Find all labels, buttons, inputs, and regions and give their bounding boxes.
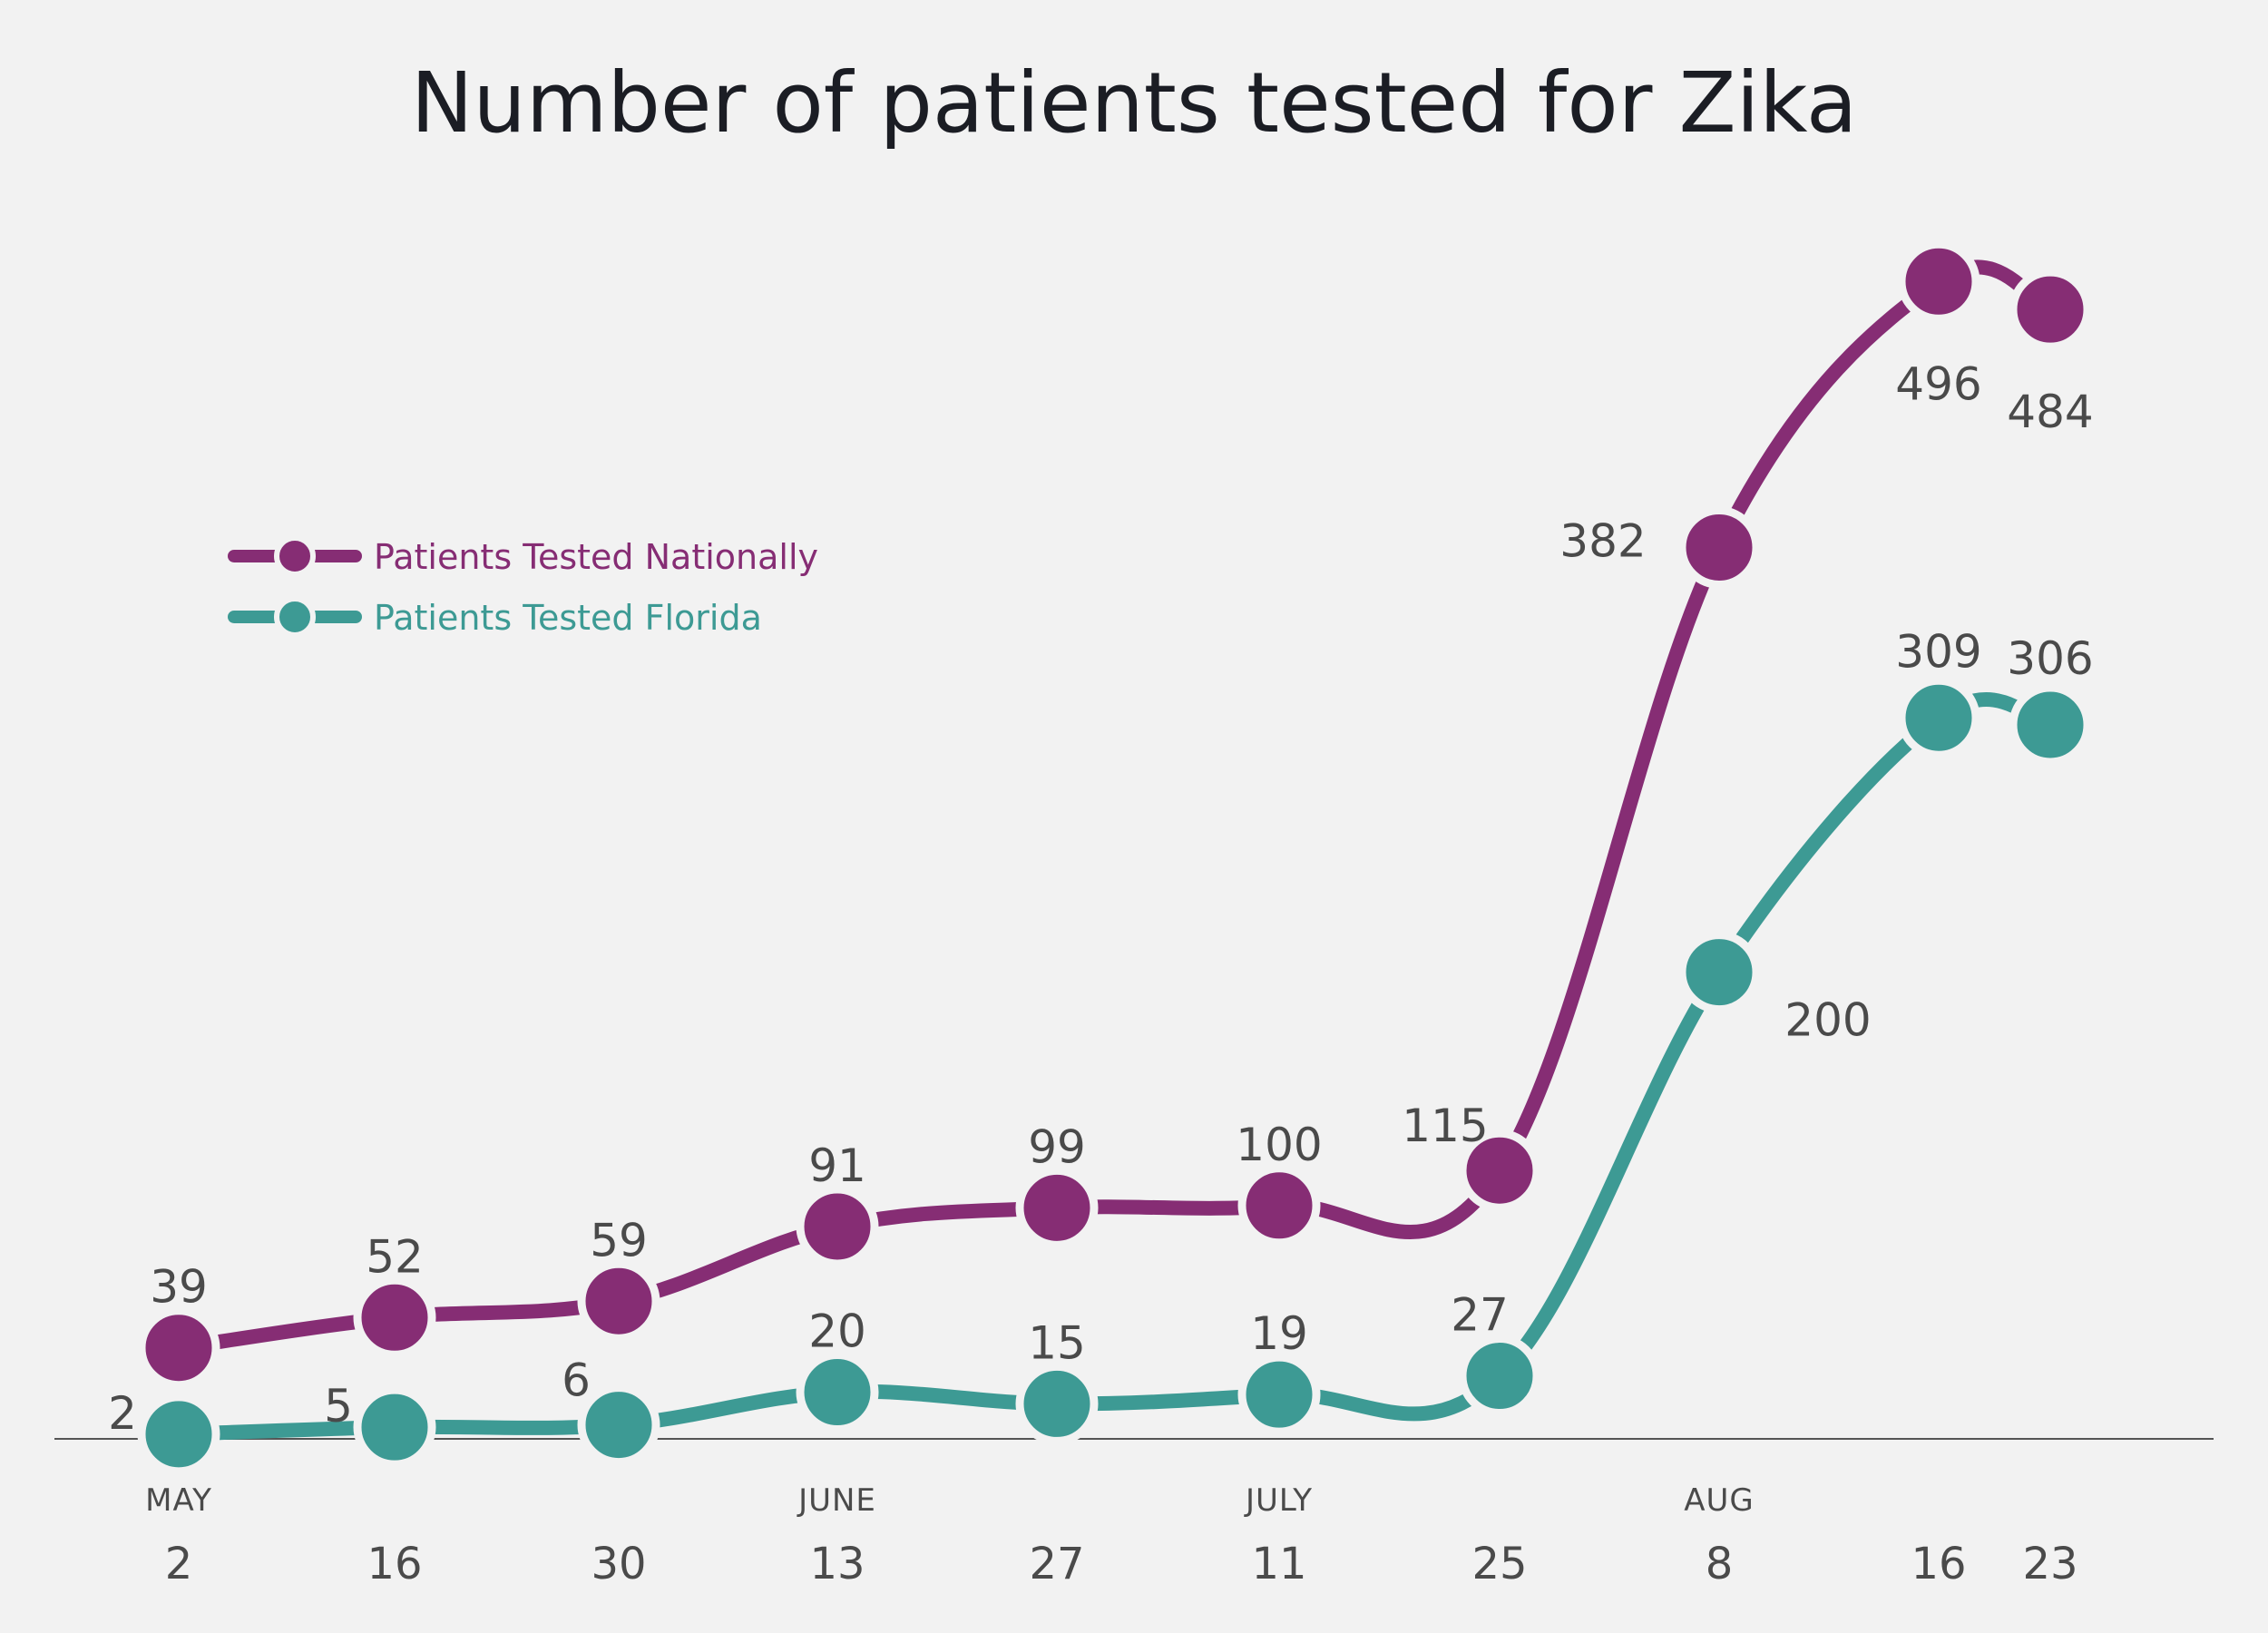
chart-title: Number of patients tested for Zika (411, 54, 1858, 152)
legend-item-florida: Patients Tested Florida (228, 596, 762, 638)
x-tick-day: 11 (1251, 1539, 1306, 1589)
series-line-florida (171, 692, 2058, 1442)
x-tick-day: 2 (165, 1539, 193, 1589)
data-label-nationally: 99 (1028, 1120, 1086, 1173)
x-tick-day: 30 (591, 1539, 646, 1589)
x-tick-day: 25 (1471, 1539, 1527, 1589)
data-point-florida (1237, 1353, 1321, 1436)
data-point-nationally (577, 1259, 660, 1343)
data-label-florida: 15 (1028, 1316, 1086, 1369)
data-label-nationally: 382 (1559, 514, 1646, 567)
x-tick-month: JUNE (797, 1482, 876, 1519)
data-point-florida (1677, 931, 1761, 1014)
data-label-nationally: 115 (1402, 1100, 1488, 1152)
data-point-nationally (137, 1306, 220, 1390)
x-tick-day: 23 (2022, 1539, 2077, 1589)
data-point-florida (1015, 1362, 1099, 1445)
data-label-nationally: 39 (150, 1261, 208, 1314)
data-label-florida: 20 (808, 1305, 866, 1358)
data-label-nationally: 91 (808, 1139, 866, 1192)
series-lines (171, 259, 2058, 1442)
data-point-nationally (2009, 268, 2092, 351)
data-label-florida: 5 (324, 1380, 353, 1433)
legend-label-florida: Patients Tested Florida (374, 598, 762, 638)
data-point-nationally (1015, 1166, 1099, 1249)
data-point-florida (353, 1385, 436, 1469)
x-tick-month: MAY (145, 1482, 212, 1519)
x-tick-day: 8 (1706, 1539, 1734, 1589)
legend-swatch-dot-nationally (274, 535, 316, 577)
x-tick-month: JULY (1244, 1482, 1313, 1519)
data-label-florida: 306 (2007, 632, 2093, 685)
data-label-nationally: 52 (366, 1230, 424, 1283)
data-label-nationally: 496 (1895, 357, 1981, 410)
x-tick-day: 16 (367, 1539, 422, 1589)
data-label-florida: 19 (1250, 1307, 1308, 1360)
data-point-florida (1458, 1335, 1541, 1418)
data-point-nationally (1458, 1129, 1541, 1212)
data-point-florida (2009, 683, 2092, 767)
data-label-florida: 2 (108, 1387, 137, 1440)
x-tick-labels: MAY 2 16 30 JUNE 13 27 JULY 11 25 AUG 8 16 23 (145, 1482, 2077, 1589)
x-tick-day: 13 (809, 1539, 865, 1589)
data-label-nationally: 100 (1236, 1119, 1322, 1171)
data-label-florida: 6 (562, 1354, 591, 1407)
data-point-florida (796, 1351, 879, 1434)
legend-item-nationally: Patients Tested Nationally (228, 535, 818, 577)
x-tick-day: 27 (1029, 1539, 1084, 1589)
data-point-nationally (1897, 240, 1980, 323)
x-tick-month: AUG (1684, 1482, 1755, 1519)
data-point-nationally (796, 1185, 879, 1268)
data-label-nationally: 484 (2007, 386, 2093, 438)
data-label-nationally: 59 (590, 1214, 648, 1266)
series-line-nationally (171, 259, 2058, 1355)
data-point-florida (1897, 676, 1980, 759)
data-point-florida (137, 1393, 220, 1476)
data-point-nationally (1677, 505, 1761, 589)
data-labels: 39 52 59 91 99 100 115 382 496 484 2 5 6 20 15 19 27 200 3… (108, 357, 2094, 1440)
x-tick-day: 16 (1911, 1539, 1966, 1589)
data-label-florida: 309 (1895, 625, 1981, 678)
data-point-florida (577, 1384, 660, 1467)
legend-label-nationally: Patients Tested Nationally (374, 537, 818, 577)
data-label-florida: 200 (1784, 994, 1871, 1047)
legend-swatch-dot-florida (274, 596, 316, 638)
data-point-nationally (1237, 1164, 1321, 1247)
data-point-nationally (353, 1276, 436, 1359)
legend: Patients Tested Nationally Patients Test… (228, 535, 818, 638)
data-label-florida: 27 (1451, 1289, 1509, 1342)
series-points (137, 240, 2092, 1476)
